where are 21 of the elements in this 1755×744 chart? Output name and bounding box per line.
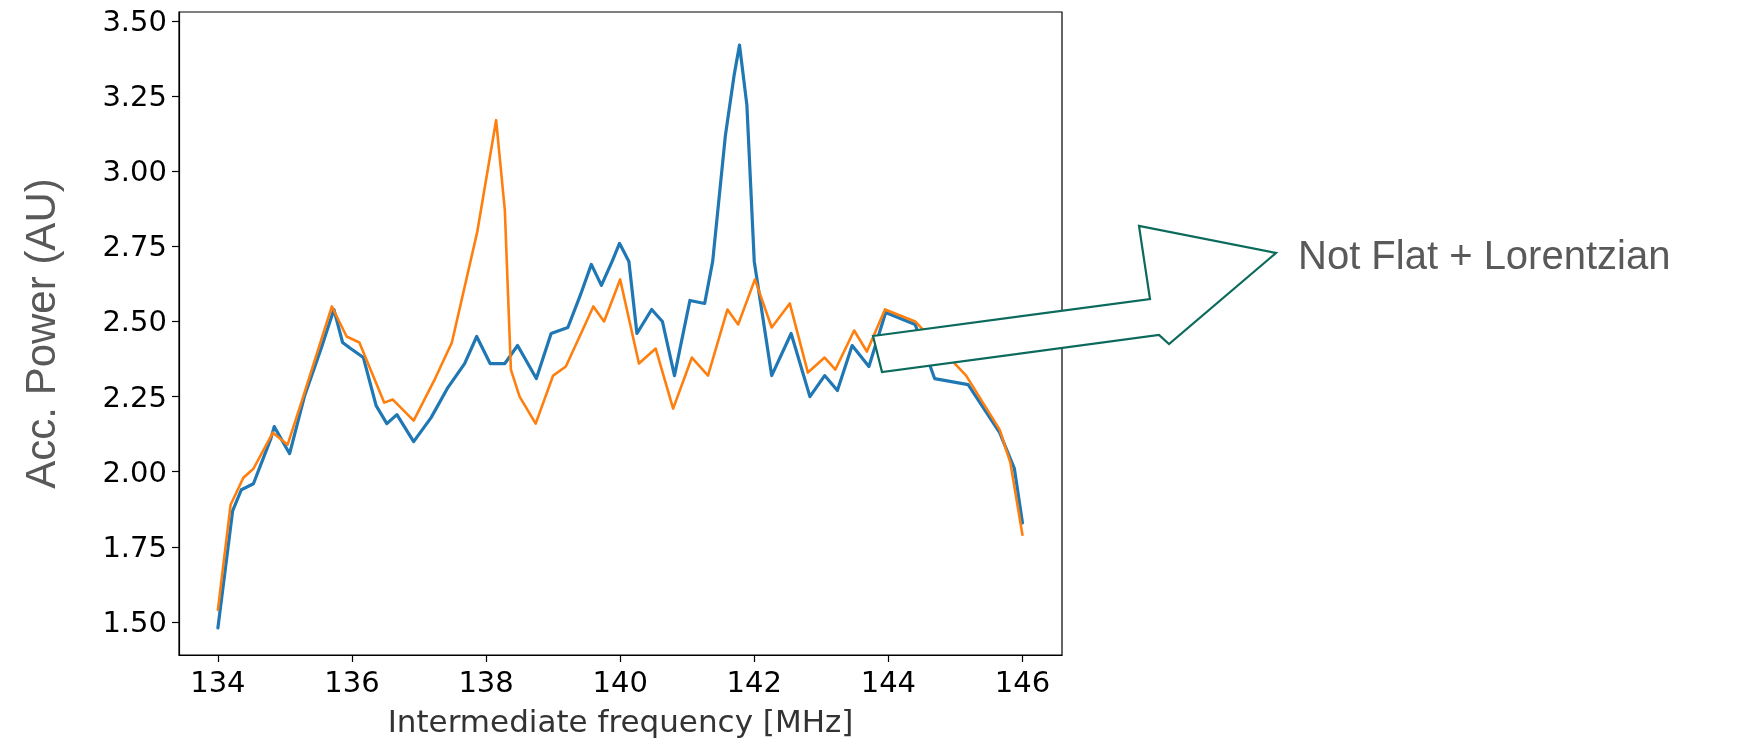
x-tick-label: 146 (994, 664, 1051, 699)
y-tick-label: 1.50 (102, 604, 167, 639)
x-tick-label: 140 (592, 664, 648, 699)
x-tick-label: 138 (458, 664, 514, 699)
y-tick-label: 3.00 (102, 154, 167, 189)
y-tick-label: 3.50 (102, 4, 167, 39)
x-tick-label: 136 (324, 664, 380, 699)
y-tick-label: 2.75 (102, 229, 167, 264)
y-axis-title: Acc. Power (AU) (16, 178, 64, 489)
x-tick-label: 134 (190, 664, 246, 699)
y-tick-label: 3.25 (102, 79, 167, 114)
y-tick-label: 1.75 (102, 529, 167, 564)
text: Not Flat + Lorentzian (1298, 233, 1671, 277)
line-series (216, 118, 1024, 612)
y-tick-label: 2.50 (102, 304, 167, 339)
line-series (216, 43, 1025, 630)
x-axis-title: Intermediate frequency [MHz] (387, 702, 854, 739)
y-tick-label: 2.00 (102, 454, 167, 489)
x-tick-label: 144 (860, 664, 917, 699)
x-tick-label: 142 (726, 664, 782, 699)
y-tick-label: 2.25 (102, 379, 167, 414)
